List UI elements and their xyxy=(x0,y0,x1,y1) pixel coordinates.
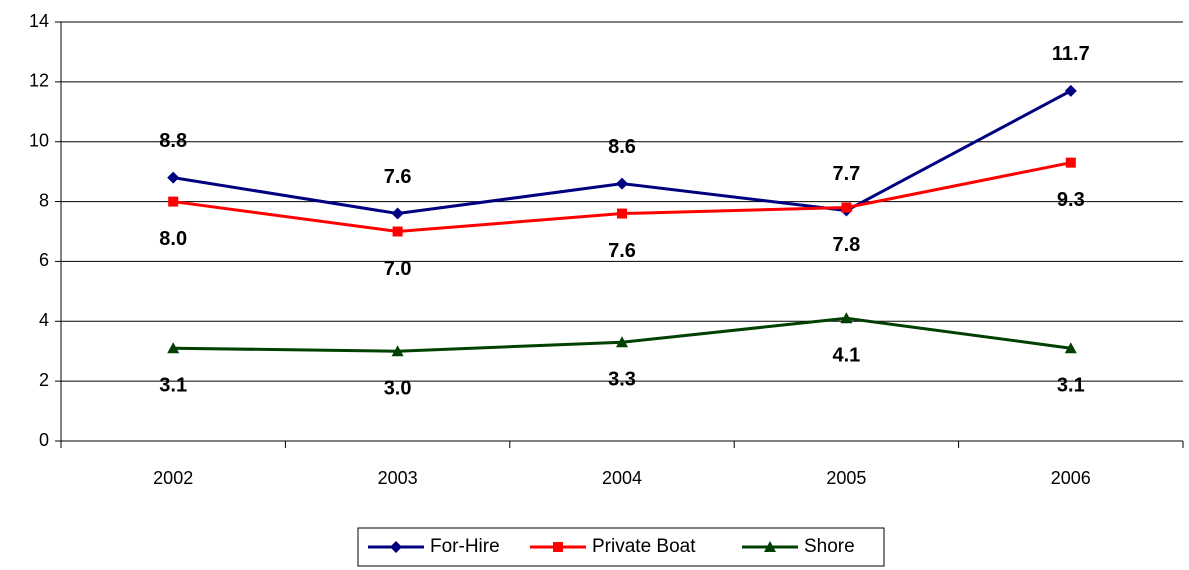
data-point xyxy=(167,342,180,354)
data-point xyxy=(617,208,627,219)
y-tick-label: 8 xyxy=(39,190,49,210)
legend-marker xyxy=(390,541,402,553)
y-tick-label: 4 xyxy=(39,310,49,330)
data-point xyxy=(841,202,852,213)
data-point xyxy=(1065,157,1076,168)
legend-label: Private Boat xyxy=(592,536,696,557)
legend-label: Shore xyxy=(804,536,855,557)
x-tick-label: 2005 xyxy=(826,468,866,488)
value-label: 9.3 xyxy=(1057,189,1085,211)
x-tick-label: 2003 xyxy=(378,468,418,488)
y-tick-label: 12 xyxy=(29,71,49,91)
data-point xyxy=(168,196,179,207)
legend-marker xyxy=(553,542,563,552)
value-label: 11.7 xyxy=(1052,43,1090,65)
data-point xyxy=(1064,84,1077,97)
data-point xyxy=(616,177,628,190)
y-tick-label: 2 xyxy=(39,370,49,390)
y-tick-label: 10 xyxy=(29,130,49,150)
value-label: 8.6 xyxy=(608,136,636,158)
value-label: 3.0 xyxy=(384,377,412,399)
data-point xyxy=(391,207,404,220)
value-label: 8.0 xyxy=(159,228,187,250)
x-tick-label: 2002 xyxy=(153,468,193,488)
value-label: 7.8 xyxy=(832,234,860,256)
value-label: 3.3 xyxy=(608,369,636,391)
y-tick-label: 0 xyxy=(39,430,49,450)
legend-label: For-Hire xyxy=(430,536,500,557)
value-label: 4.1 xyxy=(832,345,860,367)
value-label: 7.6 xyxy=(608,240,636,262)
value-label: 7.0 xyxy=(384,258,412,280)
data-point xyxy=(840,312,853,324)
x-tick-label: 2006 xyxy=(1051,468,1091,488)
data-point xyxy=(1064,342,1077,354)
legend-marker xyxy=(764,541,776,552)
value-label: 3.1 xyxy=(1057,375,1085,397)
data-point xyxy=(392,226,403,237)
y-tick-label: 14 xyxy=(29,11,49,31)
value-label: 8.8 xyxy=(159,130,187,152)
data-point xyxy=(616,336,628,348)
value-label: 7.7 xyxy=(832,163,860,185)
data-point xyxy=(391,345,404,357)
data-point xyxy=(167,171,180,184)
y-tick-label: 6 xyxy=(39,250,49,270)
value-label: 3.1 xyxy=(159,375,187,397)
value-label: 7.6 xyxy=(384,166,412,188)
x-tick-label: 2004 xyxy=(602,468,642,488)
